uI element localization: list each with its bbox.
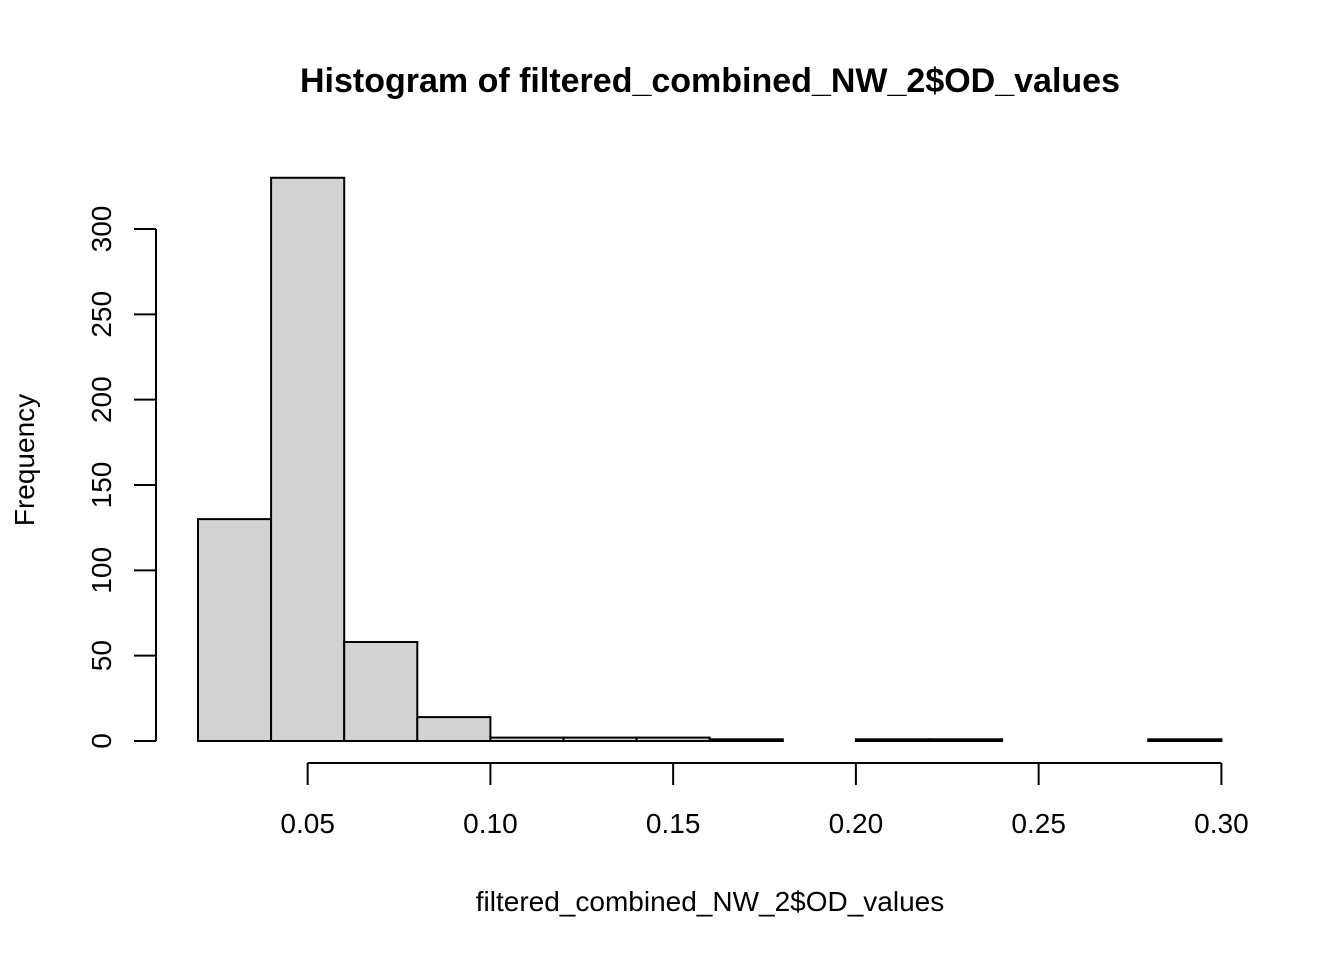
y-tick-label-1: 50 — [86, 640, 117, 671]
x-axis: 0.05 0.10 0.15 0.20 0.25 0.30 — [280, 762, 1249, 839]
x-tick-label-4: 0.25 — [1011, 808, 1066, 839]
histogram-bar-5 — [562, 736, 638, 743]
y-tick-label-5: 250 — [86, 291, 117, 338]
histogram-bar-9 — [854, 738, 931, 742]
x-tick-label-0: 0.05 — [280, 808, 335, 839]
histogram-bar-0 — [197, 518, 273, 743]
y-tick-label-6: 300 — [86, 206, 117, 253]
histogram-bar-7 — [708, 738, 784, 742]
chart-title: Histogram of filtered_combined_NW_2$OD_v… — [300, 62, 1120, 100]
histogram-bar-13 — [1147, 738, 1223, 742]
y-tick-label-4: 200 — [86, 376, 117, 423]
x-axis-label: filtered_combined_NW_2$OD_values — [476, 886, 944, 917]
histogram-bar-1 — [270, 176, 346, 742]
y-tick-label-0: 0 — [86, 733, 117, 749]
x-tick-label-3: 0.20 — [829, 808, 884, 839]
y-axis-label: Frequency — [9, 394, 40, 526]
histogram-bar-10 — [928, 738, 1004, 742]
histogram-bars — [197, 176, 1223, 743]
histogram-bar-4 — [489, 736, 565, 743]
x-tick-label-2: 0.15 — [646, 808, 701, 839]
histogram-bar-3 — [416, 716, 492, 743]
y-axis: 0 50 100 150 200 250 300 — [86, 206, 157, 749]
histogram-bar-6 — [635, 736, 711, 743]
histogram-bar-2 — [343, 641, 419, 743]
y-tick-label-3: 150 — [86, 462, 117, 509]
x-tick-label-1: 0.10 — [463, 808, 518, 839]
x-tick-label-5: 0.30 — [1194, 808, 1249, 839]
y-tick-label-2: 100 — [86, 547, 117, 594]
